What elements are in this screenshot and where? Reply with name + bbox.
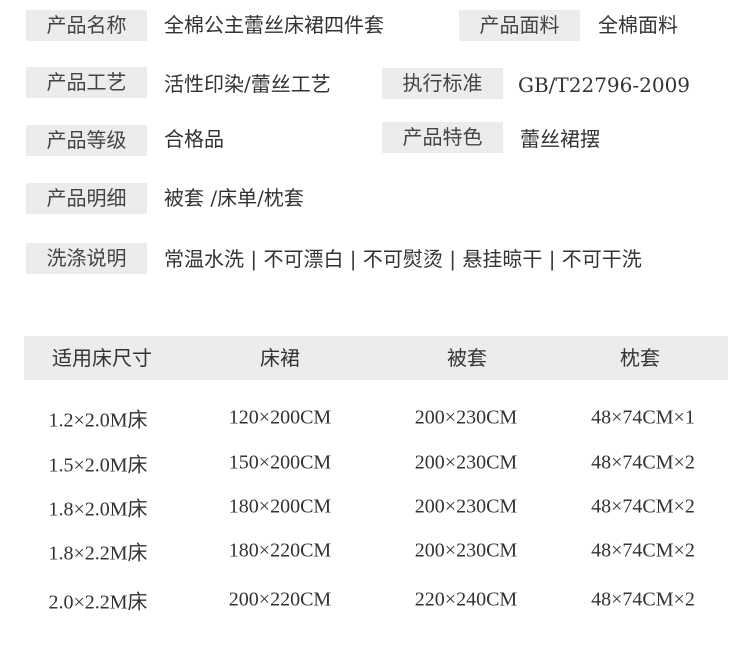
table-cell: 48×74CM×1: [591, 406, 695, 429]
table-cell: 120×200CM: [228, 406, 332, 429]
spec-label-grade: 产品等级: [26, 125, 147, 156]
spec-value-craft: 活性印染/蕾丝工艺: [164, 72, 331, 96]
table-cell: 48×74CM×2: [591, 495, 695, 518]
table-cell: 180×220CM: [228, 539, 332, 562]
table-cell: 1.2×2.0M床: [48, 409, 148, 432]
table-cell: 180×200CM: [228, 495, 332, 518]
table-cell: 48×74CM×2: [591, 539, 695, 562]
spec-value-fabric: 全棉面料: [598, 13, 678, 37]
table-cell: 200×230CM: [414, 539, 518, 562]
spec-label-washing: 洗涤说明: [26, 243, 147, 274]
table-cell: 2.0×2.2M床: [48, 591, 148, 614]
spec-label-contents: 产品明细: [26, 183, 147, 214]
header-duvet-cover: 被套: [447, 346, 487, 370]
table-cell: 200×220CM: [228, 588, 332, 611]
spec-value-grade: 合格品: [164, 127, 224, 151]
header-bed-size: 适用床尺寸: [52, 346, 152, 370]
spec-label-standard: 执行标准: [382, 68, 503, 99]
spec-value-standard: GB/T22796-2009: [518, 73, 691, 97]
header-pillowcase: 枕套: [620, 346, 660, 370]
spec-value-washing: 常温水洗 | 不可漂白 | 不可熨烫 | 悬挂晾干 | 不可干洗: [164, 247, 642, 271]
table-cell: 220×240CM: [414, 588, 518, 611]
spec-value-name: 全棉公主蕾丝床裙四件套: [164, 13, 384, 37]
spec-value-feature: 蕾丝裙摆: [520, 127, 600, 151]
spec-value-contents: 被套 /床单/枕套: [164, 186, 304, 210]
table-cell: 1.8×2.2M床: [48, 542, 148, 565]
table-cell: 48×74CM×2: [591, 451, 695, 474]
spec-label-craft: 产品工艺: [26, 67, 147, 98]
spec-label-name: 产品名称: [26, 10, 147, 41]
table-cell: 1.5×2.0M床: [48, 454, 148, 477]
spec-label-fabric: 产品面料: [459, 10, 580, 41]
table-cell: 200×230CM: [414, 451, 518, 474]
table-header: 适用床尺寸 床裙 被套 枕套: [24, 336, 728, 380]
header-bed-skirt: 床裙: [260, 346, 300, 370]
table-cell: 200×230CM: [414, 495, 518, 518]
table-cell: 48×74CM×2: [591, 588, 695, 611]
table-cell: 1.8×2.0M床: [48, 498, 148, 521]
table-cell: 200×230CM: [414, 406, 518, 429]
table-cell: 150×200CM: [228, 451, 332, 474]
spec-label-feature: 产品特色: [382, 122, 503, 153]
